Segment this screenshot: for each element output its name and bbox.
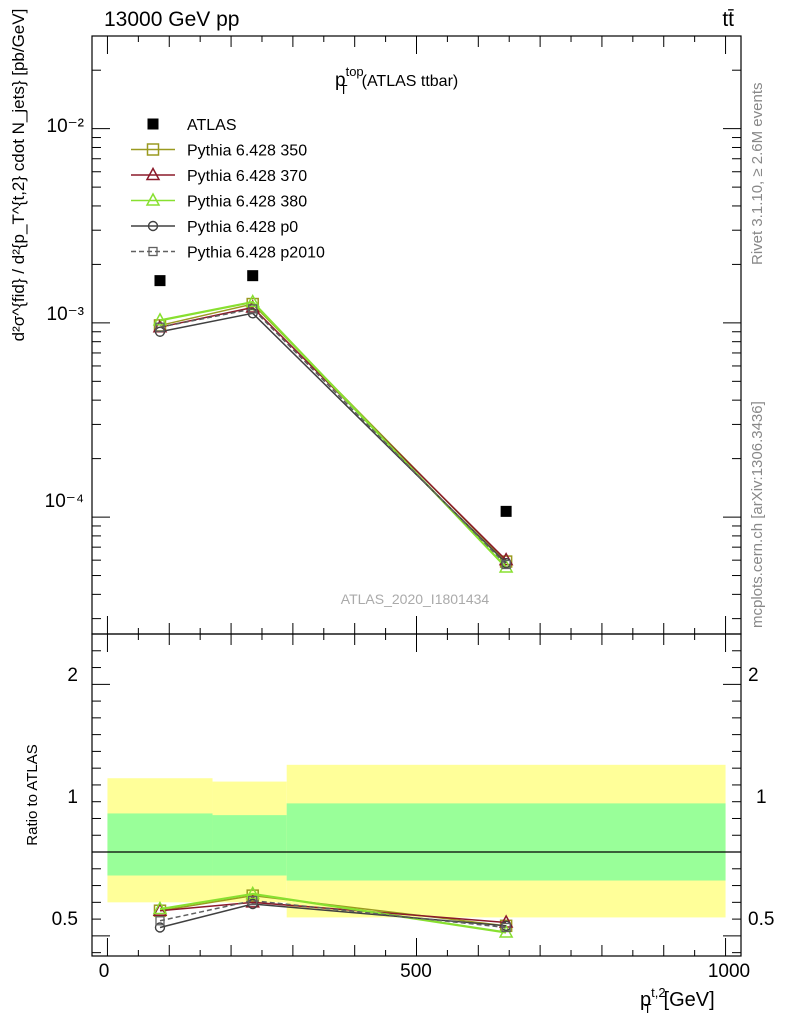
main-line-p350 (159, 303, 507, 563)
ratio-point-p0 (154, 922, 166, 933)
x-axis-label-sub: T (644, 1001, 652, 1016)
ratio-point-p380 (245, 885, 260, 900)
legend-marker-p350 (146, 143, 160, 156)
main-title-sub: T (340, 82, 348, 97)
main-point-p2010 (501, 559, 511, 570)
main-title-sup: top (346, 64, 364, 79)
ratio-xtick-label-500: 500 (400, 961, 432, 982)
legend-label-atlas: ATLAS (187, 117, 237, 134)
main-point-p380 (245, 293, 260, 308)
main-series-p380 (152, 293, 514, 573)
ratio-band-inner (212, 815, 287, 876)
ratio-band-inner (286, 803, 726, 881)
ratio-line-p370 (159, 901, 507, 924)
main-point-atlas (247, 270, 259, 282)
x-axis-label-sup: t,2 (651, 985, 665, 1000)
x-axis-label-p: p (640, 989, 651, 1011)
ratio-point-p380 (152, 900, 168, 915)
main-ytick-label-1e-4: 10⁻⁴ (45, 491, 84, 512)
main-panel: ptop T (ATLAS ttbar) 10⁻² 10⁻³ 10⁻⁴ d²σ^{f… (9, 9, 742, 635)
ratio-ytick-label-2-right: 2 (748, 665, 759, 686)
ratio-ytick-label-05-right: 0.5 (748, 909, 774, 930)
main-series-p350 (153, 297, 513, 568)
main-point-p380 (152, 312, 168, 326)
legend-marker-p370 (145, 166, 161, 181)
ratio-xtick-label-0: 0 (99, 961, 110, 982)
main-line-p2010 (159, 308, 507, 566)
main-ytick-label-1e-2: 10⁻² (47, 116, 85, 137)
main-series-p2010 (155, 304, 511, 570)
main-title-p: p (335, 70, 346, 91)
main-series-p370 (152, 299, 514, 566)
ratio-point-p2010 (248, 896, 258, 906)
ratio-y-axis-label: Ratio to ATLAS (24, 744, 41, 845)
legend-label-p380: Pythia 6.428 380 (187, 194, 307, 211)
legend-entry-atlas: ATLAS (147, 117, 237, 134)
legend-label-p0: Pythia 6.428 p0 (187, 219, 298, 236)
main-line-p0 (159, 312, 507, 564)
ratio-line-p380 (159, 892, 507, 934)
ratio-ytick-label-1-right: 1 (756, 787, 767, 808)
energy-label: 13000 GeV pp (104, 8, 239, 31)
main-series-p0 (154, 308, 512, 569)
ratio-xtick-label-1000: 1000 (708, 961, 750, 982)
watermark: ATLAS_2020_I1801434 (341, 591, 490, 607)
legend-label-p370: Pythia 6.428 370 (187, 168, 307, 185)
ratio-series-p2010 (155, 896, 511, 933)
ratio-plot-layer (92, 764, 741, 938)
main-point-p2010 (248, 304, 258, 314)
legend-label-p2010: Pythia 6.428 p2010 (187, 245, 325, 262)
x-axis-label: pt,2 T [GeV] (640, 985, 715, 1016)
ratio-band-inner (107, 813, 213, 876)
main-point-p2010 (155, 322, 165, 332)
ratio-axis-ticks (92, 634, 741, 956)
legend-label-p350: Pythia 6.428 350 (187, 143, 307, 160)
legend-entry-p370: Pythia 6.428 370 (131, 166, 307, 185)
ratio-point-p2010 (501, 922, 511, 933)
main-title: ptop T (ATLAS ttbar) (335, 64, 458, 97)
rivet-label: Rivet 3.1.10, ≥ 2.6M events (749, 83, 766, 266)
main-line-p370 (159, 306, 507, 561)
legend-entry-p2010: Pythia 6.428 p2010 (131, 245, 325, 262)
ratio-panel: 2 1 0.5 2 1 0.5 0 500 1000 Ratio to ATLA… (24, 633, 774, 1016)
main-line-p380 (159, 300, 507, 569)
process-label: tt̄ (722, 8, 734, 31)
main-point-atlas (500, 505, 512, 517)
legend-entry-p350: Pythia 6.428 350 (131, 143, 307, 160)
ratio-point-p370 (152, 902, 168, 916)
legend-entry-p0: Pythia 6.428 p0 (131, 219, 298, 236)
x-axis-label-unit: [GeV] (664, 989, 715, 1011)
mcplots-label: mcplots.cern.ch [arXiv:1306.3436] (749, 401, 766, 628)
legend-marker-p380 (145, 192, 161, 206)
ratio-ytick-label-1-left: 1 (67, 787, 78, 808)
legend-entry-p380: Pythia 6.428 380 (131, 192, 307, 211)
ratio-line-p2010 (159, 899, 507, 929)
ratio-point-p2010 (155, 916, 165, 926)
main-y-axis-label: d²σ^{fid} / d²{p_T^{t,2} cdot N_jets} [p… (9, 9, 28, 342)
main-ytick-label-1e-3: 10⁻³ (47, 304, 85, 325)
main-plot-layer (152, 270, 514, 573)
main-series-atlas (154, 270, 512, 517)
main-title-rest: (ATLAS ttbar) (362, 73, 459, 90)
legend-marker-atlas (147, 118, 159, 130)
ratio-ytick-label-2-left: 2 (67, 665, 78, 686)
legend: ATLAS Pythia 6.428 350 Pythia 6.428 370 Pyt… (131, 117, 325, 262)
ratio-frame (91, 633, 742, 957)
legend-marker-p0 (147, 220, 159, 232)
main-point-atlas (154, 275, 166, 287)
ratio-ytick-label-05-left: 0.5 (52, 909, 78, 930)
legend-marker-p2010 (148, 246, 158, 257)
